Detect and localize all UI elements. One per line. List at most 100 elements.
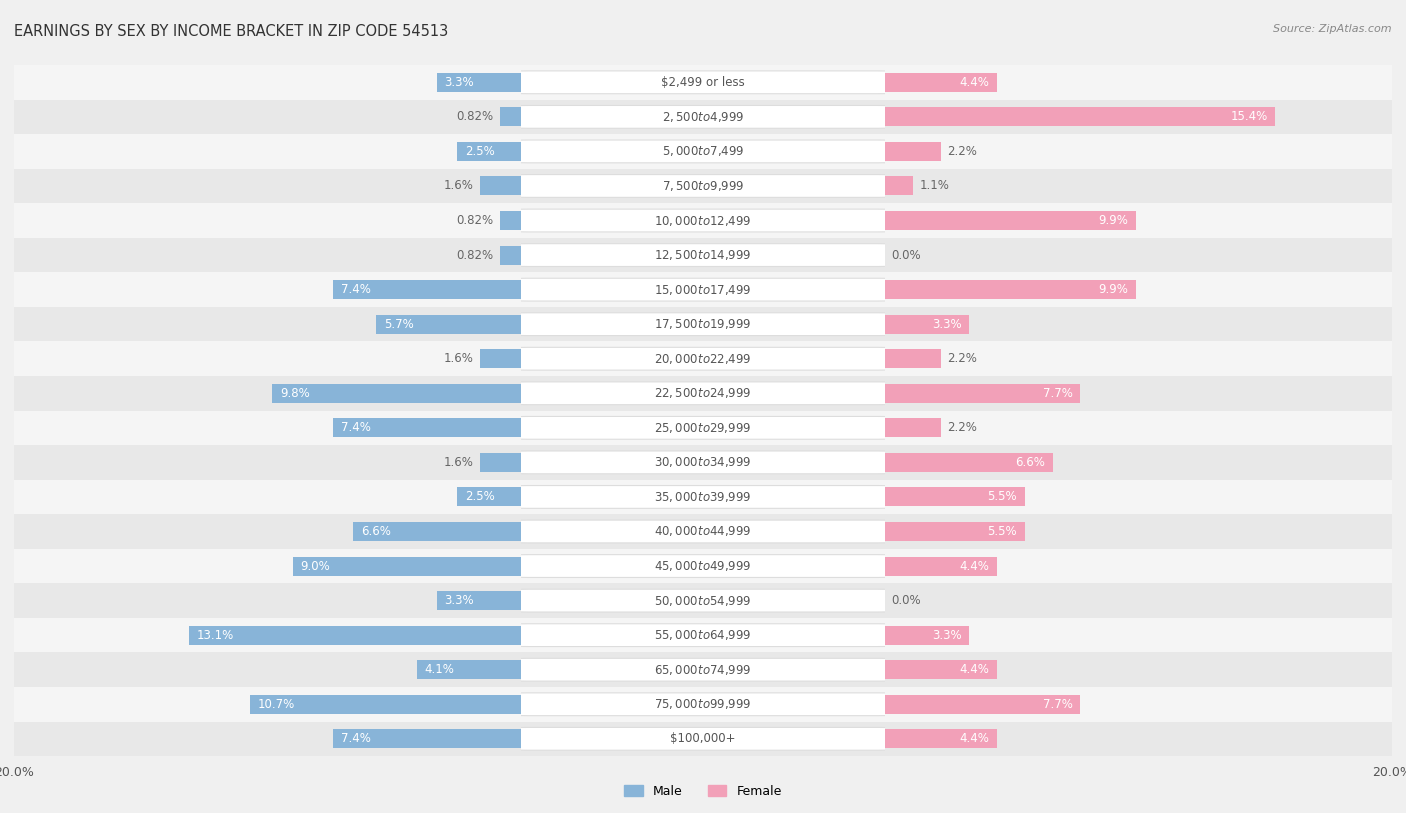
Bar: [886, 211, 1136, 230]
Bar: [520, 584, 886, 618]
Bar: [14, 446, 1028, 480]
FancyBboxPatch shape: [510, 347, 896, 370]
Text: 7.4%: 7.4%: [340, 283, 371, 296]
Bar: [479, 176, 520, 195]
Bar: [520, 65, 886, 99]
Text: 6.6%: 6.6%: [1015, 456, 1045, 469]
Text: 13.1%: 13.1%: [197, 628, 233, 641]
Bar: [14, 341, 1028, 376]
Bar: [14, 411, 1028, 446]
Text: 7.4%: 7.4%: [340, 733, 371, 746]
Bar: [886, 176, 914, 195]
Bar: [479, 453, 520, 472]
Text: $30,000 to $34,999: $30,000 to $34,999: [654, 455, 752, 469]
Text: 2.2%: 2.2%: [948, 352, 977, 365]
Text: 9.0%: 9.0%: [301, 559, 330, 572]
Bar: [14, 203, 1028, 237]
Bar: [886, 142, 941, 161]
Bar: [886, 557, 997, 576]
FancyBboxPatch shape: [510, 693, 896, 715]
Bar: [378, 480, 1392, 515]
Bar: [378, 169, 1392, 203]
Bar: [14, 549, 1028, 584]
Text: 2.2%: 2.2%: [948, 421, 977, 434]
Text: 2.5%: 2.5%: [465, 490, 495, 503]
FancyBboxPatch shape: [510, 71, 896, 93]
Bar: [14, 65, 1028, 99]
Text: 7.4%: 7.4%: [340, 421, 371, 434]
FancyBboxPatch shape: [510, 140, 896, 163]
FancyBboxPatch shape: [510, 659, 896, 681]
Text: 3.3%: 3.3%: [932, 318, 962, 331]
Text: 1.6%: 1.6%: [444, 456, 474, 469]
Bar: [14, 99, 1028, 134]
Text: $5,000 to $7,499: $5,000 to $7,499: [662, 145, 744, 159]
Text: $50,000 to $54,999: $50,000 to $54,999: [654, 593, 752, 607]
Text: $45,000 to $49,999: $45,000 to $49,999: [654, 559, 752, 573]
Bar: [520, 99, 886, 134]
Text: 1.6%: 1.6%: [444, 180, 474, 193]
Bar: [520, 446, 886, 480]
Text: 4.4%: 4.4%: [959, 76, 990, 89]
Bar: [378, 411, 1392, 446]
Bar: [14, 307, 1028, 341]
Bar: [14, 687, 1028, 722]
Bar: [250, 695, 520, 714]
Bar: [886, 695, 1080, 714]
Text: $75,000 to $99,999: $75,000 to $99,999: [654, 698, 752, 711]
Text: $40,000 to $44,999: $40,000 to $44,999: [654, 524, 752, 538]
Bar: [378, 341, 1392, 376]
Text: 0.0%: 0.0%: [891, 594, 921, 607]
Bar: [886, 453, 1053, 472]
Text: Source: ZipAtlas.com: Source: ZipAtlas.com: [1274, 24, 1392, 34]
FancyBboxPatch shape: [510, 728, 896, 750]
Bar: [520, 411, 886, 446]
Bar: [378, 99, 1392, 134]
Bar: [520, 203, 886, 237]
Text: 3.3%: 3.3%: [932, 628, 962, 641]
Bar: [457, 488, 520, 506]
Text: 5.7%: 5.7%: [384, 318, 413, 331]
Text: $55,000 to $64,999: $55,000 to $64,999: [654, 628, 752, 642]
Text: 15.4%: 15.4%: [1230, 111, 1268, 124]
Bar: [378, 446, 1392, 480]
Bar: [886, 488, 1025, 506]
Bar: [501, 107, 520, 126]
Text: 0.82%: 0.82%: [457, 111, 494, 124]
Bar: [886, 522, 1025, 541]
Text: 4.4%: 4.4%: [959, 559, 990, 572]
Text: 9.9%: 9.9%: [1098, 283, 1129, 296]
Bar: [520, 376, 886, 411]
Bar: [378, 376, 1392, 411]
FancyBboxPatch shape: [510, 106, 896, 128]
Bar: [378, 134, 1392, 169]
Bar: [886, 315, 969, 333]
FancyBboxPatch shape: [510, 485, 896, 508]
Bar: [520, 652, 886, 687]
Bar: [457, 142, 520, 161]
Text: EARNINGS BY SEX BY INCOME BRACKET IN ZIP CODE 54513: EARNINGS BY SEX BY INCOME BRACKET IN ZIP…: [14, 24, 449, 39]
Bar: [416, 660, 520, 679]
FancyBboxPatch shape: [510, 554, 896, 577]
Bar: [520, 618, 886, 652]
Bar: [14, 584, 1028, 618]
Bar: [378, 652, 1392, 687]
Text: 4.4%: 4.4%: [959, 663, 990, 676]
Bar: [14, 722, 1028, 756]
Bar: [14, 134, 1028, 169]
Bar: [378, 515, 1392, 549]
Bar: [501, 246, 520, 264]
Bar: [886, 107, 1275, 126]
Text: $65,000 to $74,999: $65,000 to $74,999: [654, 663, 752, 676]
Bar: [520, 272, 886, 307]
Text: 7.7%: 7.7%: [1043, 698, 1073, 711]
Bar: [378, 65, 1392, 99]
Bar: [520, 341, 886, 376]
Bar: [520, 687, 886, 722]
Bar: [14, 618, 1028, 652]
Text: 9.9%: 9.9%: [1098, 214, 1129, 227]
FancyBboxPatch shape: [510, 520, 896, 543]
Bar: [886, 729, 997, 748]
Bar: [14, 515, 1028, 549]
Bar: [886, 626, 969, 645]
